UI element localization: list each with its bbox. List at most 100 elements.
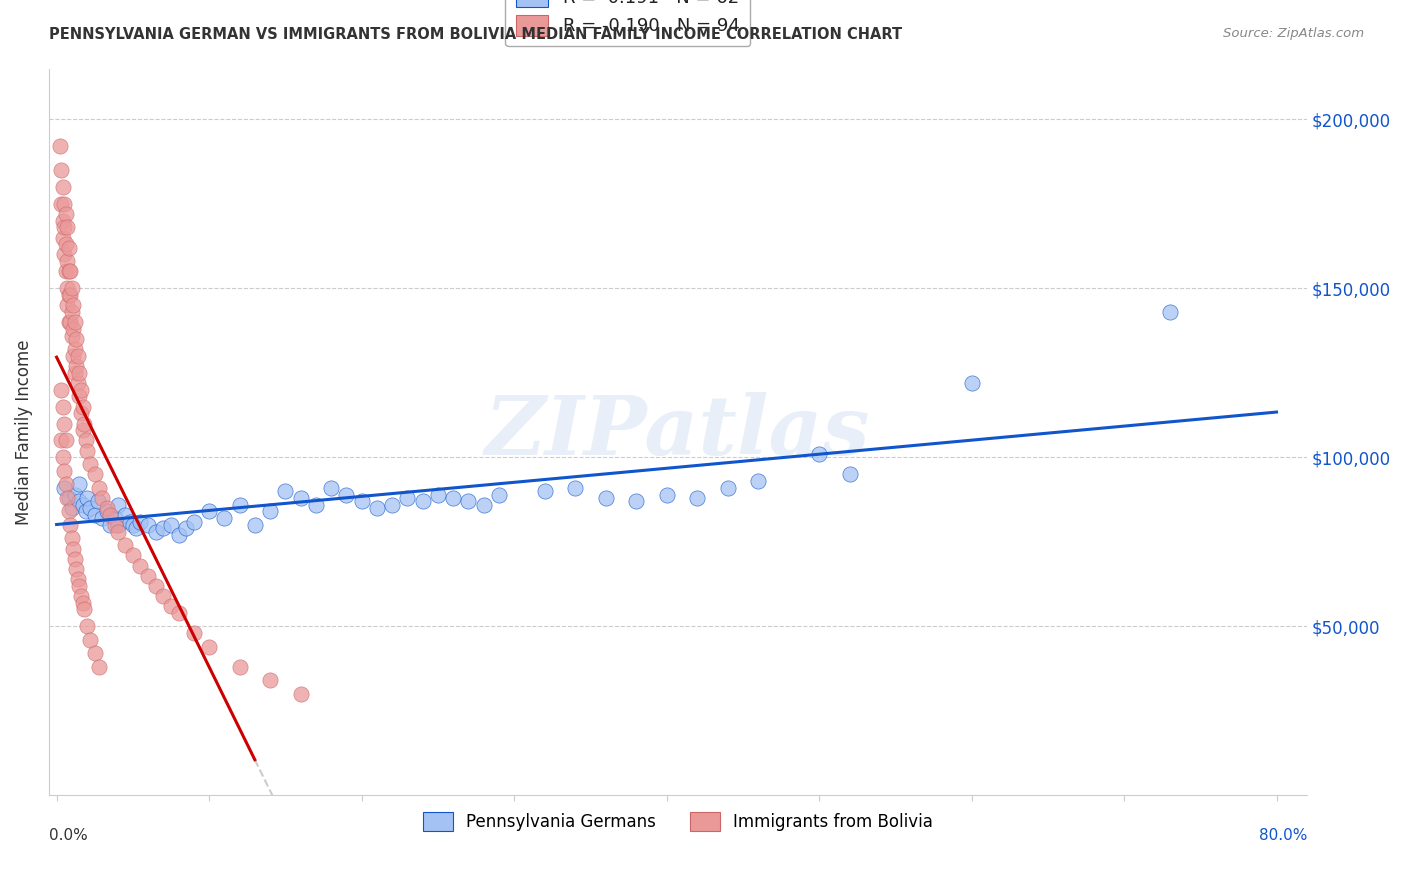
Point — [121, 517, 143, 532]
Point — [396, 491, 419, 505]
Point — [72, 423, 94, 437]
Point — [91, 491, 114, 505]
Point — [716, 481, 738, 495]
Point — [595, 491, 617, 505]
Point — [75, 434, 97, 448]
Point — [76, 619, 98, 633]
Point — [53, 247, 76, 261]
Point — [98, 508, 121, 522]
Point — [624, 494, 647, 508]
Point — [160, 517, 183, 532]
Point — [52, 450, 75, 465]
Point — [66, 572, 89, 586]
Point — [52, 179, 75, 194]
Point — [98, 517, 121, 532]
Point — [69, 579, 91, 593]
Text: 0.0%: 0.0% — [49, 828, 87, 843]
Point — [259, 673, 281, 688]
Point — [62, 349, 84, 363]
Point — [58, 504, 80, 518]
Point — [107, 498, 129, 512]
Point — [70, 383, 93, 397]
Point — [91, 511, 114, 525]
Point — [58, 288, 80, 302]
Point — [747, 474, 769, 488]
Point — [183, 515, 205, 529]
Point — [167, 528, 190, 542]
Point — [56, 220, 79, 235]
Point — [60, 532, 83, 546]
Point — [59, 288, 82, 302]
Point — [70, 406, 93, 420]
Point — [52, 230, 75, 244]
Point — [60, 281, 83, 295]
Point — [66, 376, 89, 390]
Point — [55, 207, 77, 221]
Point — [59, 315, 82, 329]
Point — [125, 521, 148, 535]
Point — [228, 498, 250, 512]
Point — [472, 498, 495, 512]
Point — [58, 264, 80, 278]
Point — [160, 599, 183, 613]
Point — [60, 305, 83, 319]
Point — [60, 501, 83, 516]
Point — [76, 491, 98, 505]
Point — [65, 359, 87, 373]
Point — [63, 342, 86, 356]
Point — [87, 494, 110, 508]
Point — [259, 504, 281, 518]
Point — [62, 298, 84, 312]
Point — [838, 467, 860, 482]
Y-axis label: Median Family Income: Median Family Income — [15, 339, 32, 524]
Point — [69, 477, 91, 491]
Point — [52, 213, 75, 227]
Point — [228, 660, 250, 674]
Point — [62, 322, 84, 336]
Point — [75, 504, 97, 518]
Point — [488, 487, 510, 501]
Point — [56, 298, 79, 312]
Point — [89, 660, 111, 674]
Point — [564, 481, 586, 495]
Point — [55, 434, 77, 448]
Point — [136, 517, 159, 532]
Point — [76, 443, 98, 458]
Point — [381, 498, 404, 512]
Point — [808, 447, 831, 461]
Point — [53, 220, 76, 235]
Point — [59, 517, 82, 532]
Point — [198, 640, 221, 654]
Point — [83, 467, 105, 482]
Point — [65, 332, 87, 346]
Point — [457, 494, 479, 508]
Point — [55, 237, 77, 252]
Point — [214, 511, 236, 525]
Point — [70, 589, 93, 603]
Point — [59, 264, 82, 278]
Point — [56, 254, 79, 268]
Point — [167, 606, 190, 620]
Point — [58, 241, 80, 255]
Point — [107, 524, 129, 539]
Text: ZIPatlas: ZIPatlas — [485, 392, 870, 472]
Point — [48, 139, 70, 153]
Point — [53, 196, 76, 211]
Point — [55, 264, 77, 278]
Point — [63, 551, 86, 566]
Point — [96, 501, 118, 516]
Point — [96, 504, 118, 518]
Point — [51, 196, 73, 211]
Point — [118, 515, 141, 529]
Point — [136, 568, 159, 582]
Point — [335, 487, 357, 501]
Point — [1159, 305, 1181, 319]
Point — [60, 328, 83, 343]
Point — [960, 376, 983, 390]
Point — [56, 281, 79, 295]
Point — [63, 315, 86, 329]
Point — [53, 417, 76, 431]
Point — [129, 515, 152, 529]
Point — [51, 163, 73, 178]
Point — [72, 400, 94, 414]
